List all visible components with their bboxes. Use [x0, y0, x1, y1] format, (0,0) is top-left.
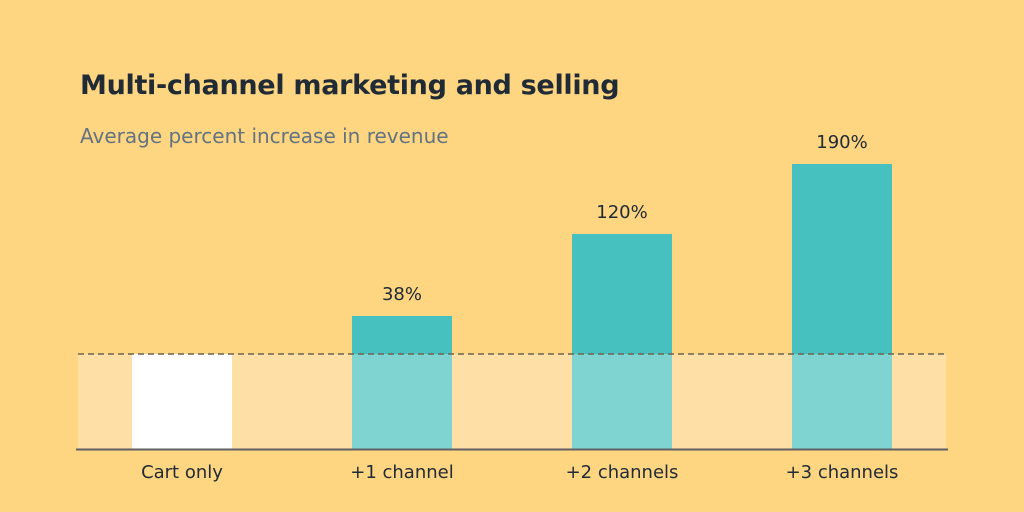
chart-subtitle: Average percent increase in revenue [80, 124, 449, 148]
data-label-1: 38% [382, 284, 422, 305]
category-label-3: +3 channels [786, 462, 899, 483]
category-label-0: Cart only [141, 462, 223, 483]
data-label-3: 190% [816, 132, 867, 153]
chart-title: Multi-channel marketing and selling [80, 70, 620, 101]
data-label-2: 120% [596, 202, 647, 223]
bar-base-3 [792, 354, 892, 449]
category-label-2: +2 channels [566, 462, 679, 483]
bar-base-1 [352, 354, 452, 449]
bar-base-2 [572, 354, 672, 449]
bar-increase-2 [572, 234, 672, 354]
category-label-1: +1 channel [350, 462, 453, 483]
bar-increase-3 [792, 164, 892, 354]
bar-increase-1 [352, 316, 452, 354]
bar-cart-only [132, 354, 232, 449]
